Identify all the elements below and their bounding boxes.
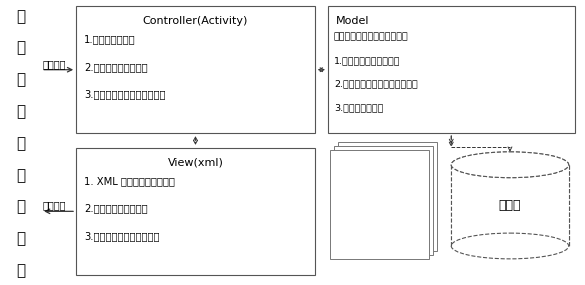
Ellipse shape [451, 233, 569, 259]
Text: 终端设备上: 终端设备上 [364, 192, 395, 201]
Text: 移: 移 [17, 9, 26, 24]
Text: 的血痕图片: 的血痕图片 [364, 207, 395, 217]
Text: 1.接受使用者输入: 1.接受使用者输入 [84, 34, 136, 44]
Text: 应用请求: 应用请求 [42, 59, 66, 69]
Text: 3.调用视图来完成时间的分析: 3.调用视图来完成时间的分析 [84, 89, 166, 99]
Bar [330, 150, 429, 259]
Bar [451, 165, 569, 246]
Bar [76, 148, 315, 275]
Text: View(xml): View(xml) [167, 158, 223, 168]
Text: Model: Model [336, 16, 369, 26]
Text: 返回请求: 返回请求 [42, 200, 66, 210]
Text: 手: 手 [17, 231, 26, 247]
Bar [334, 146, 433, 255]
Text: 终: 终 [17, 72, 26, 87]
Text: 3.供视图来完成时间的分析: 3.供视图来完成时间的分析 [84, 231, 160, 241]
Text: 3.血痕像素提取机: 3.血痕像素提取机 [334, 103, 383, 112]
Text: Controller(Activity): Controller(Activity) [143, 16, 248, 26]
Ellipse shape [451, 152, 569, 178]
Text: 2.数据格式化输出展示: 2.数据格式化输出展示 [84, 203, 147, 213]
Text: 端: 端 [17, 104, 26, 119]
Bar [338, 142, 438, 251]
Text: 1. XML 文件进行界面的描述: 1. XML 文件进行界面的描述 [84, 176, 175, 186]
Bar [76, 6, 315, 133]
Text: 2.血痕经过时间分析模型分配器: 2.血痕经过时间分析模型分配器 [334, 80, 418, 89]
Text: 备: 备 [17, 168, 26, 183]
Text: 2.映射血痕模型的改变: 2.映射血痕模型的改变 [84, 62, 147, 72]
Text: 设: 设 [17, 136, 26, 151]
Text: 数据库: 数据库 [498, 199, 521, 212]
Text: 机: 机 [17, 263, 26, 278]
Text: 丨: 丨 [17, 200, 26, 215]
Text: 动: 动 [17, 40, 26, 56]
Text: 1.血痕经过时间分析模型: 1.血痕经过时间分析模型 [334, 56, 400, 65]
Text: 血痕相关模型的定义，包括：: 血痕相关模型的定义，包括： [334, 32, 408, 41]
Bar [328, 6, 574, 133]
Ellipse shape [451, 152, 569, 178]
